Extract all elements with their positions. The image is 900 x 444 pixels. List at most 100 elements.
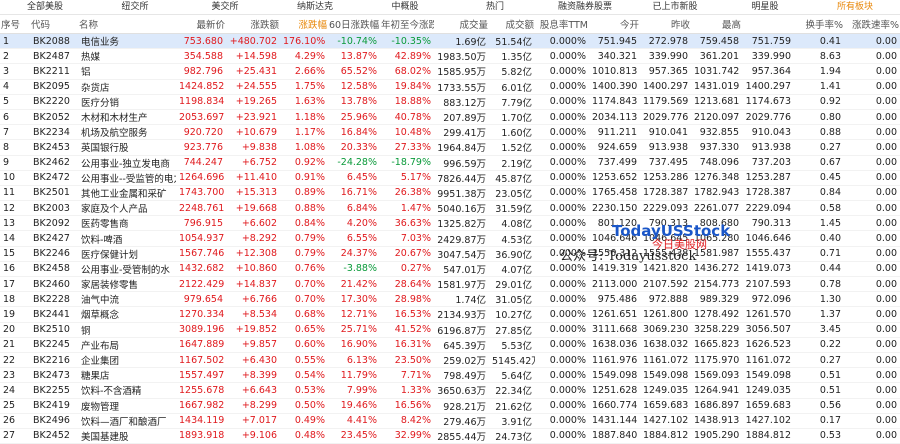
table-cell: 0.00 (844, 382, 900, 399)
market-tab[interactable]: 纳斯达克 (296, 2, 333, 12)
column-header[interactable]: 换手率% (794, 15, 844, 34)
table-row[interactable]: 20 BK2510 铜 3089.196 +19.852 0.65% 25.71% 41.52… (0, 322, 900, 338)
table-cell: 27.33% (380, 139, 434, 156)
table-cell: 6.01亿 (489, 79, 535, 95)
table-cell: 1.33% (380, 382, 434, 399)
market-tab[interactable]: 明星股 (751, 2, 779, 12)
table-cell: 0.000% (535, 109, 589, 126)
table-cell: 996.59万 (434, 155, 489, 171)
table-cell: 0.000% (535, 230, 589, 247)
table-row[interactable]: 8 BK2453 英国银行股 923.776 +9.838 1.08% 20.33% 27.3… (0, 139, 900, 156)
market-tab[interactable]: 所有板块 (836, 2, 873, 12)
table-row[interactable]: 9 BK2462 公用事业-独立发电商 744.247 +6.752 0.92% -24.2… (0, 155, 900, 171)
table-row[interactable]: 2 BK2487 热媒 354.588 +14.598 4.29% 13.87% 42.89%… (0, 48, 900, 65)
table-row[interactable]: 16 BK2458 公用事业-受管制的水 1432.682 +10.860 0.76% -3… (0, 261, 900, 278)
table-cell: 医疗保健计划 (78, 246, 176, 262)
table-cell: 932.855 (691, 124, 742, 141)
market-tab[interactable]: 纽交所 (121, 2, 149, 12)
table-cell: +8.299 (226, 398, 280, 414)
table-cell: 5.82亿 (489, 63, 535, 80)
table-cell: 25 (0, 398, 30, 414)
column-header[interactable]: 昨收 (640, 15, 691, 34)
table-cell: 0.000% (535, 382, 589, 399)
table-cell: 2248.761 (176, 200, 226, 217)
column-header (742, 15, 794, 34)
table-row[interactable]: 21 BK2245 产业布局 1647.889 +9.857 0.60% 16.90% 16.… (0, 337, 900, 353)
table-row[interactable]: 6 BK2052 木材和木材生产 2053.697 +23.921 1.18% 25.96%… (0, 109, 900, 126)
table-row[interactable]: 17 BK2460 家居装修零售 2122.429 +14.837 0.70% 21.42%… (0, 276, 900, 293)
table-cell: 22.34亿 (489, 382, 535, 399)
market-tab[interactable]: 已上市新股 (652, 2, 698, 12)
table-cell: 796.915 (176, 215, 226, 232)
column-header[interactable]: 股息率TTM (535, 15, 589, 34)
table-cell: 23 (0, 367, 30, 384)
table-cell: 1964.84万 (434, 139, 489, 156)
table-row[interactable]: 12 BK2003 家庭及个人产品 2248.761 +19.668 0.88% 6.84%… (0, 200, 900, 217)
table-row[interactable]: 14 BK2427 饮料-啤酒 1054.937 +8.292 0.79% 6.55% 7.0… (0, 230, 900, 247)
table-row[interactable]: 23 BK2473 糖果店 1557.497 +8.399 0.54% 11.79% 7.71… (0, 367, 900, 384)
market-tab[interactable]: 热门 (485, 2, 504, 12)
column-header[interactable]: 序号 (0, 15, 30, 34)
column-header[interactable]: 代码 (30, 15, 78, 34)
column-header[interactable]: 年初至今涨跌 (380, 15, 434, 34)
column-header[interactable]: 名称 (78, 15, 176, 34)
table-row[interactable]: 24 BK2255 饮料-不含酒精 1255.678 +6.643 0.53% 7.99% 1… (0, 382, 900, 399)
table-cell: 1549.098 (640, 367, 691, 384)
table-row[interactable]: 26 BK2496 饮料—酒厂和酿酒厂 1434.119 +7.017 0.49% 4.41… (0, 413, 900, 429)
column-header[interactable]: 60日涨跌幅 (328, 15, 380, 34)
table-cell: 2107.593 (742, 276, 794, 293)
market-tab[interactable]: 全部美股 (26, 2, 63, 12)
table-cell: +6.766 (226, 291, 280, 308)
column-header[interactable]: 最新价 (176, 15, 226, 34)
column-header[interactable]: 涨跌速率% (844, 15, 900, 34)
table-cell: 家居装修零售 (78, 276, 176, 293)
table-cell: 0.00 (844, 215, 900, 232)
market-tab[interactable]: 美交所 (211, 2, 239, 12)
column-header[interactable]: 成交量 (434, 15, 489, 34)
column-header[interactable]: 涨跌幅 (280, 15, 328, 34)
market-tab[interactable]: 中概股 (391, 2, 419, 12)
table-cell: 0.58 (794, 200, 844, 217)
table-cell: 16.84% (328, 124, 380, 141)
table-cell: 2.66% (280, 63, 328, 80)
table-row[interactable]: 18 BK2228 油气中流 979.654 +6.766 0.70% 17.30% 28.9… (0, 291, 900, 308)
table-row[interactable]: 7 BK2234 机场及航空服务 920.720 +10.679 1.17% 16.84% 1… (0, 124, 900, 141)
table-cell: 26.38% (380, 185, 434, 202)
table-row[interactable]: 22 BK2216 企业集团 1167.502 +6.430 0.55% 6.13% 23.5… (0, 352, 900, 369)
table-row[interactable]: 13 BK2092 医药零售商 796.915 +6.602 0.84% 4.20% 36.6… (0, 215, 900, 232)
table-cell: 1325.82万 (434, 215, 489, 232)
column-header[interactable]: 涨跌额 (226, 15, 280, 34)
table-cell: +14.598 (226, 48, 280, 65)
column-header[interactable]: 成交额 (489, 15, 535, 34)
market-tab[interactable]: 融资融券股票 (557, 2, 612, 12)
table-row[interactable]: 25 BK2419 废物管理 1667.982 +8.299 0.50% 19.46% 16.… (0, 398, 900, 414)
table-cell: 65.52% (328, 63, 380, 80)
table-cell: 68.02% (380, 63, 434, 80)
table-cell: 5.53亿 (489, 337, 535, 353)
table-cell: 0.000% (535, 48, 589, 65)
column-header[interactable]: 最高 (691, 15, 742, 34)
table-cell: 1264.696 (176, 170, 226, 186)
table-row[interactable]: 3 BK2211 铝 982.796 +25.431 2.66% 65.52% 68.02% 1… (0, 63, 900, 80)
table-cell: 1626.523 (742, 337, 794, 353)
table-row[interactable]: 15 BK2246 医疗保健计划 1567.746 +12.308 0.79% 24.37%… (0, 246, 900, 262)
table-row[interactable]: 5 BK2220 医疗分销 1198.834 +19.265 1.63% 13.78% 18.… (0, 94, 900, 110)
table-cell: 1.75% (280, 79, 328, 95)
table-cell: 饮料-不含酒精 (78, 382, 176, 399)
table-cell: 公用事业--受监管的电力 (78, 170, 176, 186)
table-cell: 0.91% (280, 170, 328, 186)
table-row[interactable]: 1 BK2088 电信业务 753.680 +480.702 176.10% -10.74%… (0, 33, 900, 50)
table-cell: 0.000% (535, 306, 589, 323)
table-row[interactable]: 11 BK2501 其他工业金属和采矿 1743.700 +15.313 0.89% 16.… (0, 185, 900, 202)
table-row[interactable]: 10 BK2472 公用事业--受监管的电力 1264.696 +11.410 0.91%… (0, 170, 900, 186)
column-header[interactable]: 今开 (589, 15, 640, 34)
table-cell: 2122.429 (176, 276, 226, 293)
table-cell: 0.00 (844, 398, 900, 414)
table-cell: 0.000% (535, 155, 589, 171)
table-cell: 1659.683 (742, 398, 794, 414)
table-row[interactable]: 27 BK2452 美国基建股 1893.918 +9.106 0.48% 23.45% 32… (0, 428, 900, 444)
table-cell: 12 (0, 200, 30, 217)
table-row[interactable]: 19 BK2441 烟草概念 1270.334 +8.534 0.68% 12.71% 16.… (0, 306, 900, 323)
table-cell: 0.000% (535, 185, 589, 202)
table-row[interactable]: 4 BK2095 杂货店 1424.852 +24.555 1.75% 12.58% 19.8… (0, 79, 900, 95)
